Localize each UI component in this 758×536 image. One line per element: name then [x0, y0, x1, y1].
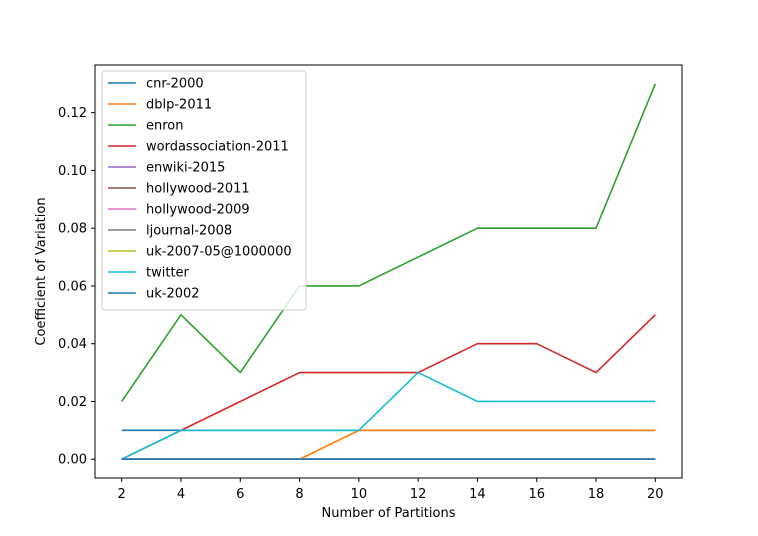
x-tick-label: 14 — [469, 487, 486, 502]
x-tick-label: 4 — [177, 487, 185, 502]
x-tick-label: 8 — [295, 487, 303, 502]
legend-entry-label: uk-2007-05@1000000 — [146, 245, 292, 260]
series-line-3 — [121, 314, 656, 460]
y-tick-label: 0.10 — [58, 164, 87, 179]
x-axis: 2 4 6 8 10 12 14 16 18 20 — [118, 478, 664, 502]
y-tick-label: 0.00 — [58, 453, 87, 468]
y-axis: 0.00 0.02 0.04 0.06 0.08 0.10 0.12 — [58, 106, 95, 468]
x-tick-label: 16 — [528, 487, 545, 502]
series-line-2 — [121, 83, 657, 402]
legend-entry-label: twitter — [146, 266, 190, 281]
plot-frame — [94, 64, 683, 479]
y-tick-label: 0.04 — [58, 337, 87, 352]
series-line-9 — [121, 371, 656, 460]
legend: cnr-2000 dblp-2011 enron wordassociation-20… — [101, 70, 307, 311]
x-tick-label: 2 — [118, 487, 126, 502]
y-tick-label: 0.12 — [58, 106, 87, 121]
x-tick-label: 12 — [410, 487, 427, 502]
x-tick-label: 20 — [647, 487, 664, 502]
x-tick-label: 18 — [588, 487, 605, 502]
legend-entry-label: enwiki-2015 — [146, 161, 225, 176]
y-tick-label: 0.06 — [58, 279, 87, 294]
y-axis-title: Coefficient of Variation — [34, 197, 49, 345]
x-axis-title: Number of Partitions — [322, 506, 456, 521]
series-layer — [121, 83, 657, 461]
legend-entry-label: uk-2002 — [146, 287, 200, 302]
x-tick-label: 6 — [236, 487, 244, 502]
series-line-1 — [121, 429, 656, 461]
y-tick-label: 0.08 — [58, 222, 87, 237]
y-tick-label: 0.02 — [58, 395, 87, 410]
legend-entry-label: cnr-2000 — [146, 77, 204, 92]
legend-entry-label: hollywood-2011 — [146, 182, 250, 197]
legend-box — [101, 70, 307, 311]
x-tick-label: 10 — [351, 487, 368, 502]
legend-entry-label: dblp-2011 — [146, 98, 212, 113]
legend-entry-label: wordassociation-2011 — [146, 140, 289, 155]
legend-entry-label: ljournal-2008 — [146, 224, 232, 239]
legend-entry-label: enron — [146, 119, 184, 134]
legend-entry-label: hollywood-2009 — [146, 203, 250, 218]
